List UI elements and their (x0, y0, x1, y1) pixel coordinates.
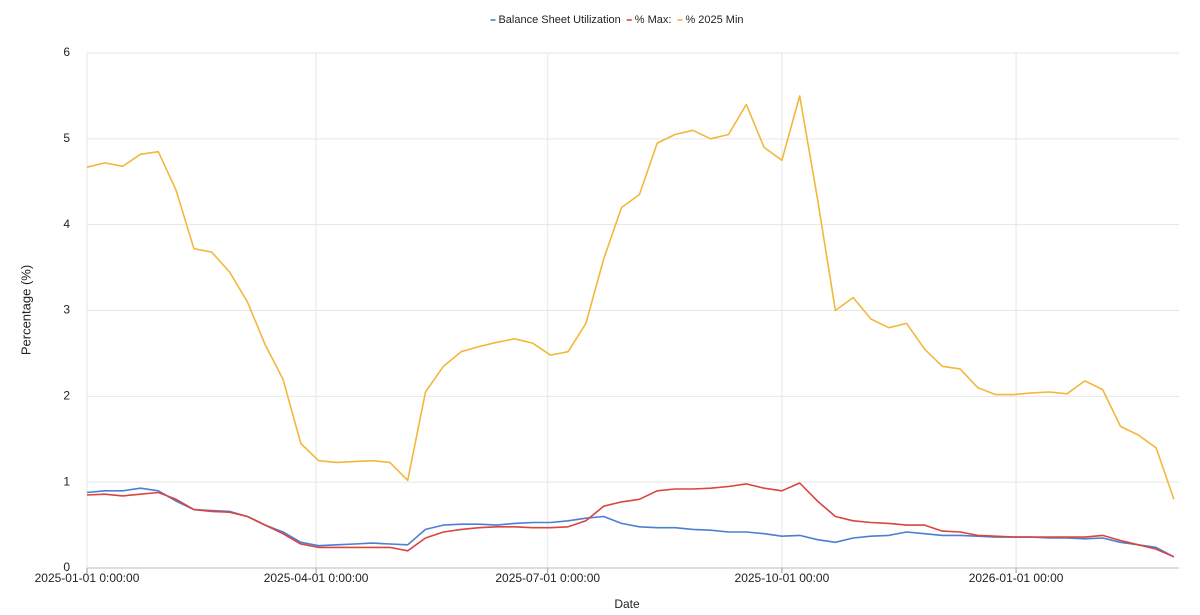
legend-label: % 2025 Min (685, 14, 743, 26)
y-tick-label: 1 (63, 474, 70, 488)
x-tick-label: 2025-10-01 00:00 (735, 571, 830, 585)
y-tick-label: 0 (63, 560, 70, 574)
legend: Balance Sheet Utilization % Max: % 2025 Mi… (490, 14, 744, 26)
series-line (86, 482, 1175, 558)
y-tick-label: 6 (63, 45, 70, 59)
y-axis-label: Percentage (%) (18, 265, 33, 355)
x-tick-label: 2025-07-01 0:00:00 (495, 571, 600, 585)
legend-label: % Max: (635, 14, 672, 26)
x-axis-label: Date (614, 597, 640, 611)
series-line (86, 95, 1175, 500)
y-tick-label: 4 (63, 217, 70, 231)
y-tick-label: 2 (63, 389, 70, 403)
x-tick-label: 2026-01-01 00:00 (969, 571, 1064, 585)
series-line (86, 487, 1175, 558)
y-tick-label: 3 (63, 303, 70, 317)
x-tick-label: 2025-04-01 0:00:00 (264, 571, 369, 585)
x-tick-label: 2025-01-01 0:00:00 (35, 571, 140, 585)
legend-label: Balance Sheet Utilization (498, 14, 620, 26)
y-tick-label: 5 (63, 131, 70, 145)
